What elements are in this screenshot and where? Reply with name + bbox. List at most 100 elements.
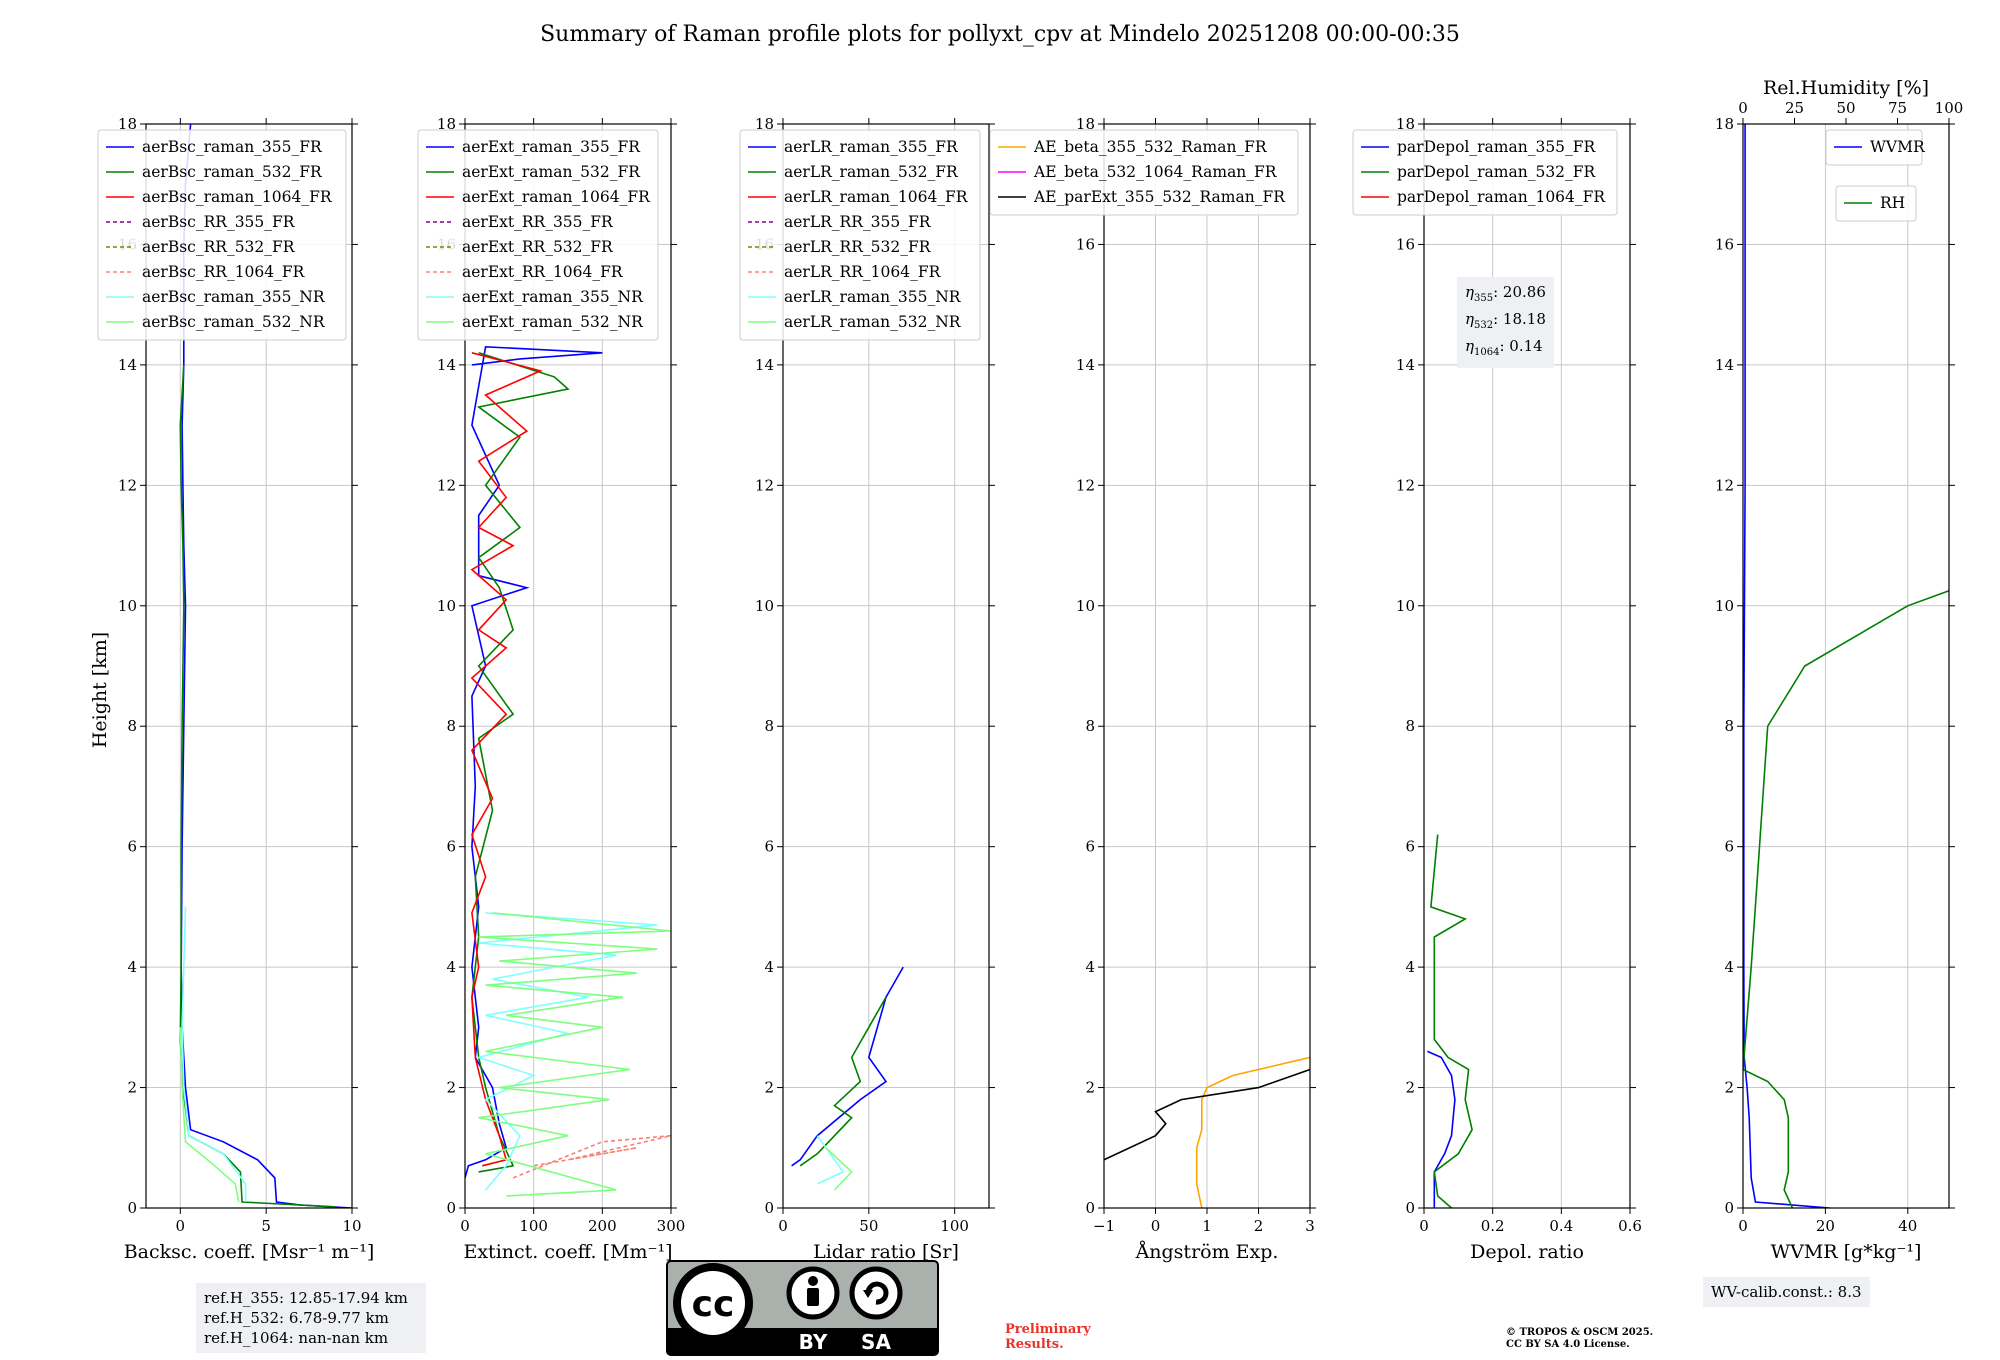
series-AE_beta_355_532_Raman_FR [1195,1056,1310,1208]
y-tick-label: 16 [1715,235,1734,253]
legend-entry: AE_beta_532_1064_Raman_FR [1033,163,1278,181]
legend [97,129,347,341]
x-tick-label: 40 [1898,1217,1917,1235]
series-aerLR_raman_355_FR [791,966,904,1167]
y-tick-label: 0 [1405,1199,1415,1217]
y-tick-label: 4 [764,958,774,976]
y-tick-label: 4 [446,958,456,976]
series-aerBsc_raman_355_NR [181,906,247,1202]
x-tick-label: 0 [460,1217,470,1235]
y-tick-label: 8 [1085,717,1095,735]
legend-entry: aerExt_raman_355_FR [462,138,641,156]
x-tick-label: 200 [588,1217,617,1235]
x-tick-label: 100 [940,1217,969,1235]
legend [989,129,1299,216]
legend-entry: AE_beta_355_532_Raman_FR [1033,138,1268,156]
x-axis-label: Ångström Exp. [1135,1241,1279,1263]
cc-icon-letters: cc [692,1284,735,1325]
legend-entry: aerExt_raman_532_FR [462,163,641,181]
reference-height-box: ref.H_355: 12.85-17.94 km ref.H_532: 6.7… [196,1283,426,1353]
x-tick-label: 0 [1151,1217,1161,1235]
x-axis-label: Extinct. coeff. [Mm⁻¹] [463,1241,672,1263]
y-tick-label: 18 [437,115,456,133]
y-tick-label: 18 [1076,115,1095,133]
y-tick-label: 18 [755,115,774,133]
eta-532-value: : 18.18 [1493,310,1546,328]
legend-entry: AE_parExt_355_532_Raman_FR [1033,188,1286,206]
ref-height-532: ref.H_532: 6.78-9.77 km [204,1309,389,1327]
y-tick-label: 18 [1715,115,1734,133]
legend [1352,129,1618,216]
y-tick-label: 0 [764,1199,774,1217]
legend-entry: aerExt_RR_355_FR [462,213,614,231]
x-tick-label: 0 [1419,1217,1429,1235]
x-tick-label: 50 [859,1217,878,1235]
series-RH [1743,589,1949,1208]
eta-1064-value: : 0.14 [1499,337,1543,355]
series-aerExt_raman_355_NR [475,912,658,1191]
y-tick-label: 10 [437,597,456,615]
legend-entry: aerBsc_raman_532_NR [142,313,326,331]
series-parDepol_raman_355_FR [1427,1050,1456,1208]
y-tick-label: 16 [1396,235,1415,253]
x-axis-label: Backsc. coeff. [Msr⁻¹ m⁻¹] [124,1241,375,1263]
legend [1825,129,1923,166]
series-aerBsc_raman_532_NR [179,1027,240,1203]
axes-frame [782,123,990,1209]
y-tick-label: 2 [127,1079,137,1097]
y-tick-label: 6 [446,838,456,856]
x-tick-label: 0 [1738,1217,1748,1235]
legend-entry: aerBsc_RR_355_FR [142,213,296,231]
wv-calibration-box: WV-calib.const.: 8.3 [1703,1277,1870,1307]
copyright-line-1: © TROPOS & OSCM 2025. [1506,1327,1654,1338]
eta-info-box: η355: 20.86 η532: 18.18 η1064: 0.14 [1457,277,1554,368]
y-tick-label: 2 [446,1079,456,1097]
y-tick-label: 6 [127,838,137,856]
legend-entry: parDepol_raman_532_FR [1397,163,1597,181]
ref-height-1064: ref.H_1064: nan-nan km [204,1329,389,1347]
x2-tick-label: 75 [1888,99,1907,117]
y-tick-label: 0 [1085,1199,1095,1217]
y-tick-label: 6 [1724,838,1734,856]
legend-entry: aerExt_raman_532_NR [462,313,644,331]
legend [417,129,659,341]
legend-entry: aerLR_RR_355_FR [784,213,932,231]
y-tick-label: 0 [1724,1199,1734,1217]
x-tick-label: 3 [1305,1217,1315,1235]
copyright-line-2: CC BY SA 4.0 License. [1506,1339,1630,1350]
y-tick-label: 6 [764,838,774,856]
copyright-note: © TROPOS & OSCM 2025. CC BY SA 4.0 Licen… [1506,1327,1653,1351]
y-tick-label: 14 [1715,356,1734,374]
cc-icon [673,1263,753,1343]
y-tick-label: 10 [1076,597,1095,615]
series-parDepol_raman_532_FR [1430,834,1473,1208]
legend-entry: parDepol_raman_355_FR [1397,138,1597,156]
y-axis-label: Height [km] [89,632,111,748]
x-tick-label: 2 [1254,1217,1264,1235]
x-tick-label: 300 [657,1217,686,1235]
share-alike-arrowhead [863,1290,873,1298]
cc-by-text: BY [799,1330,828,1354]
x2-tick-label: 50 [1836,99,1855,117]
eta-532-row: η532: 18.18 [1465,310,1546,331]
eta-355-value: : 20.86 [1493,283,1546,301]
y-tick-label: 18 [1396,115,1415,133]
series-aerLR_raman_532_FR [799,996,887,1167]
figure-title: Summary of Raman profile plots for polly… [540,22,1460,47]
y-tick-label: 2 [764,1079,774,1097]
y-tick-label: 12 [755,476,774,494]
x2-tick-label: 0 [1738,99,1748,117]
x-tick-label: 0.2 [1481,1217,1505,1235]
y-tick-label: 6 [1085,838,1095,856]
legend [739,129,981,341]
x-tick-label: 20 [1816,1217,1835,1235]
x-tick-label: 10 [342,1217,361,1235]
axes-frame [1423,123,1631,1209]
y-tick-label: 4 [1724,958,1734,976]
panel-2: 0100200300024681012141618Extinct. coeff.… [417,115,686,1263]
y-tick-label: 16 [1076,235,1095,253]
y-tick-label: 6 [1405,838,1415,856]
legend-entry: aerBsc_RR_1064_FR [142,263,306,281]
